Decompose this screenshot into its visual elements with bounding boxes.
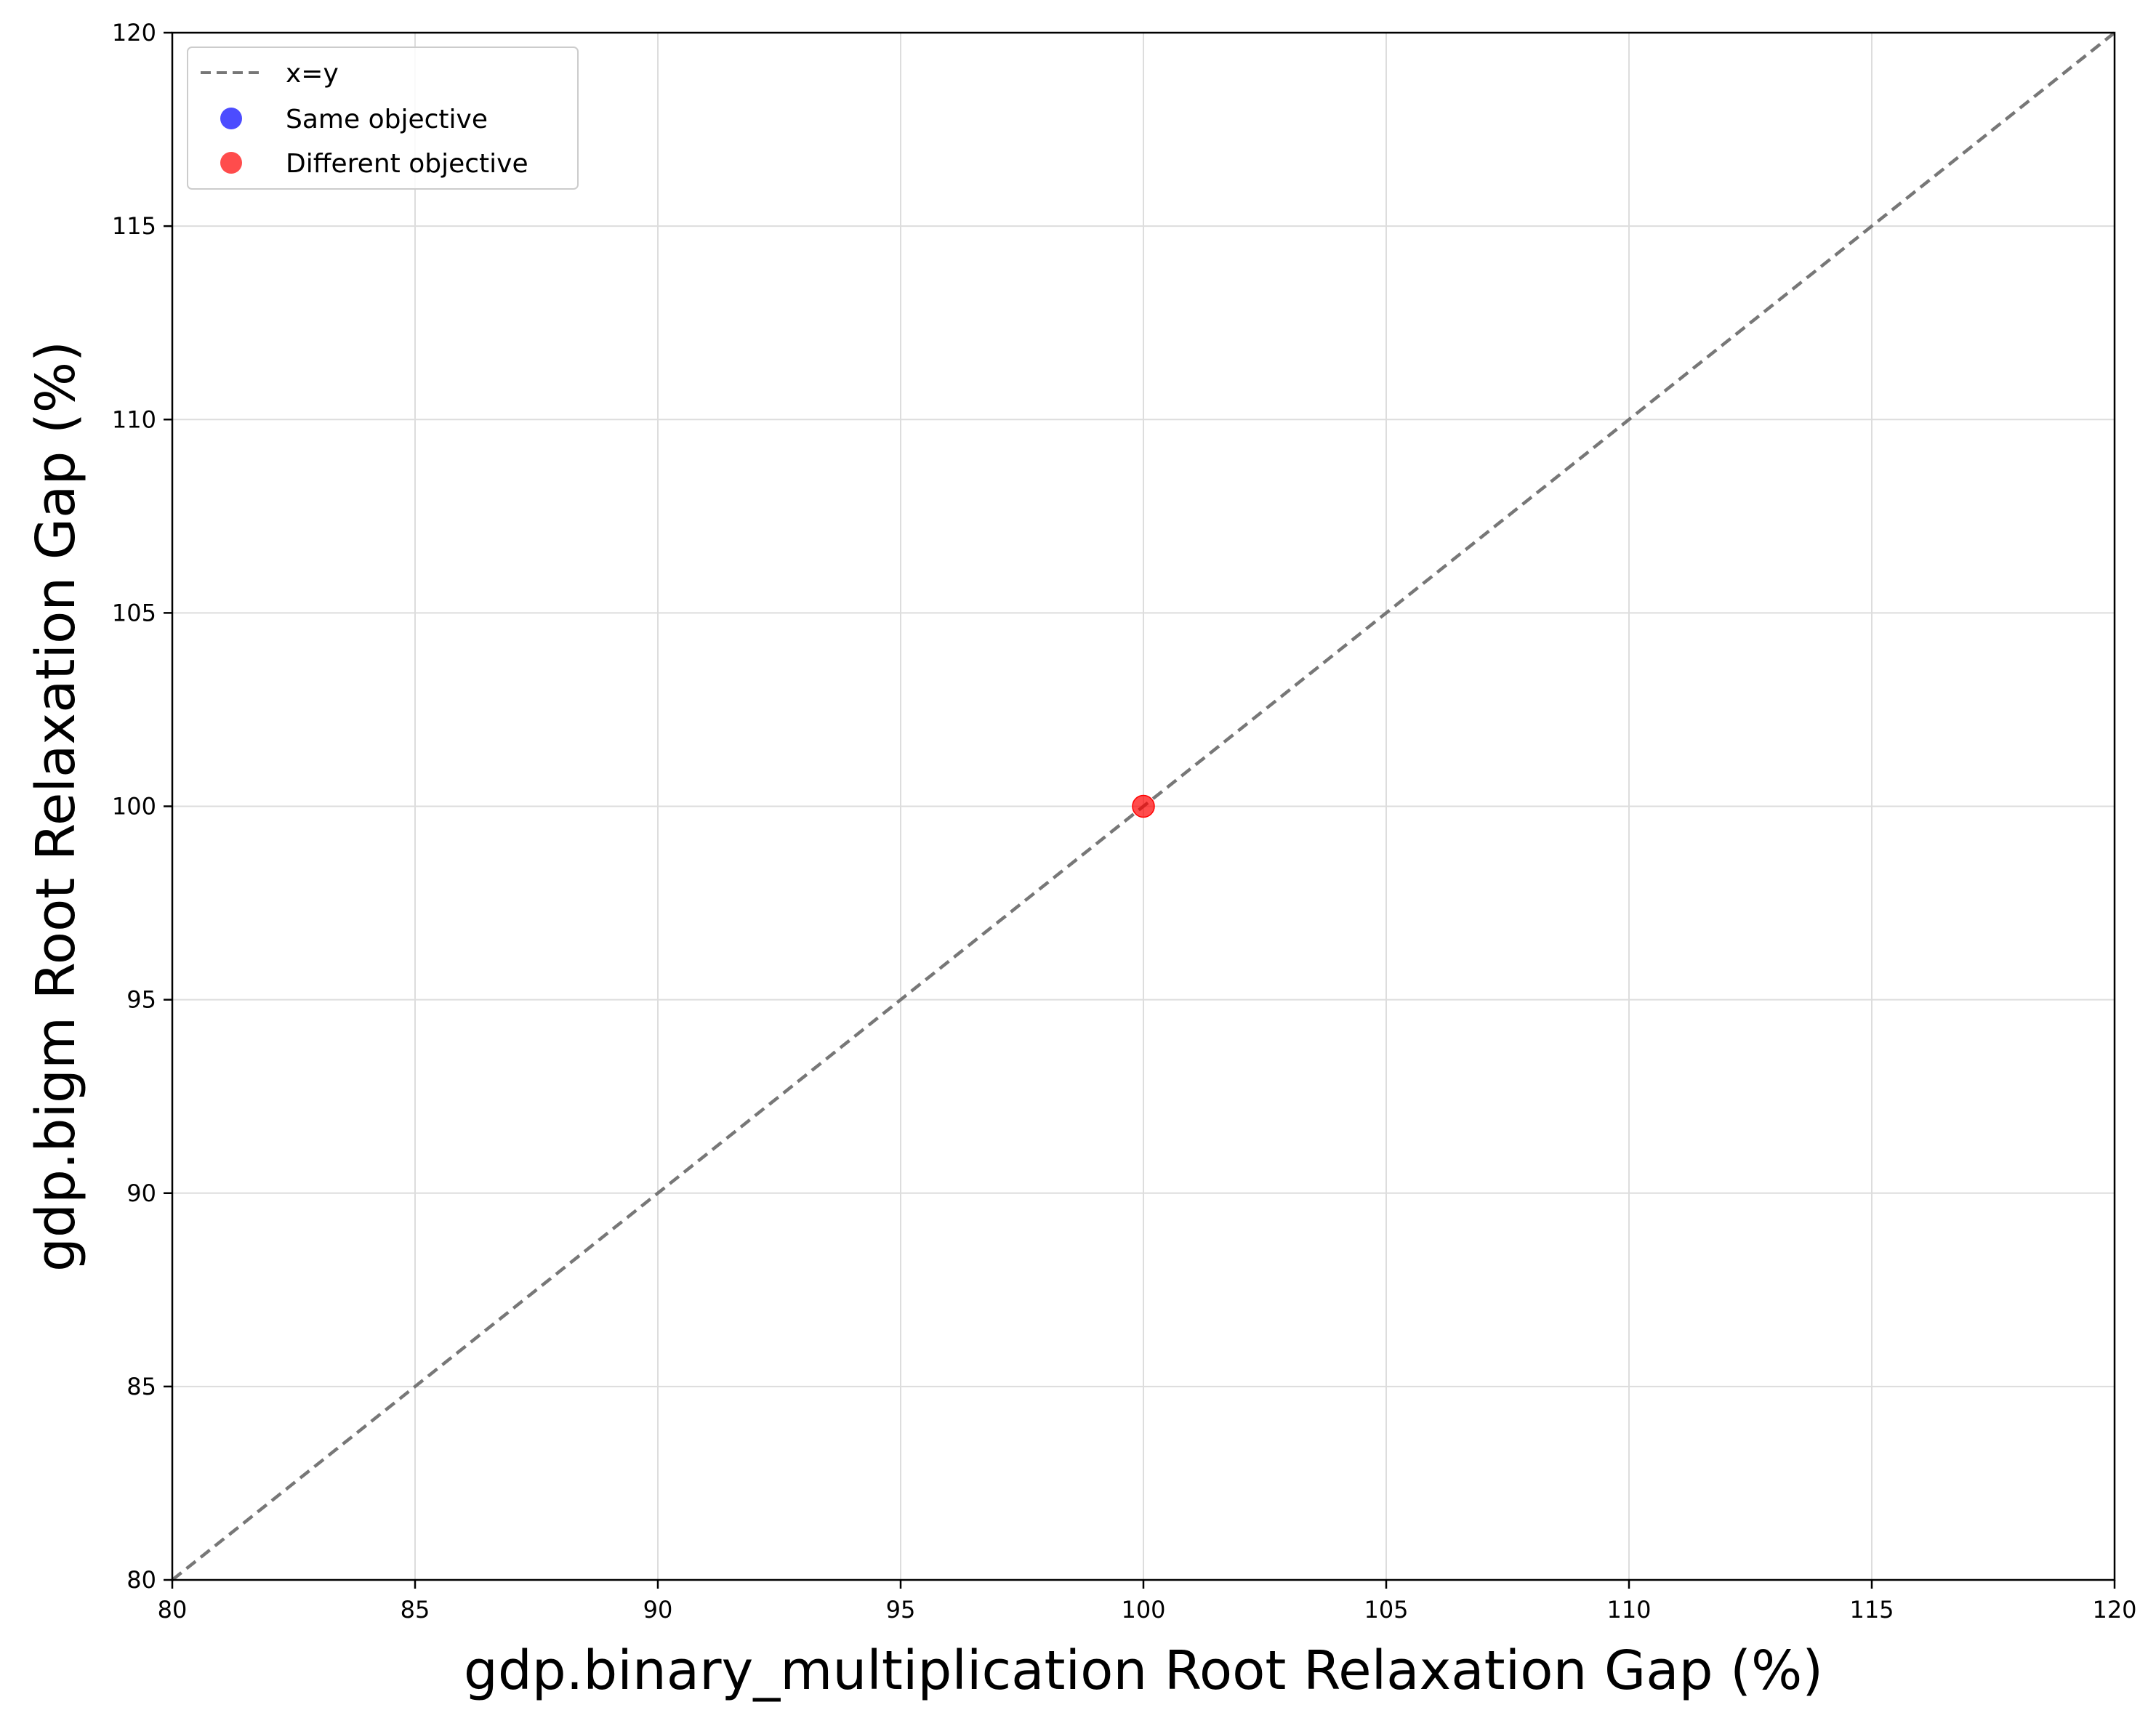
y-tick-label: 110 <box>112 406 156 433</box>
legend-label-reference-line: x=y <box>286 59 339 89</box>
legend-swatch-different-objective <box>220 152 242 174</box>
x-tick-label: 100 <box>1121 1596 1165 1624</box>
x-tick-label: 80 <box>158 1596 188 1624</box>
legend-swatch-same-objective <box>220 108 242 129</box>
x-tick-label: 110 <box>1606 1596 1651 1624</box>
data-point-different-objective <box>1132 794 1155 818</box>
y-tick-label: 120 <box>112 19 156 47</box>
legend-label-different-objective: Different objective <box>286 149 528 179</box>
legend-box <box>187 47 579 190</box>
x-tick-label: 95 <box>886 1596 916 1624</box>
data-points <box>1132 794 1155 818</box>
legend: x=y Same objective Different objective <box>187 47 579 190</box>
y-axis-label: gdp.bigm Root Relaxation Gap (%) <box>25 341 87 1272</box>
x-tick-label: 105 <box>1364 1596 1408 1624</box>
x-axis-label: gdp.binary_multiplication Root Relaxatio… <box>464 1640 1823 1702</box>
y-tick-label: 105 <box>112 599 156 626</box>
y-tick-label: 115 <box>112 212 156 240</box>
y-tick-label: 90 <box>126 1179 156 1207</box>
x-tick-label: 85 <box>401 1596 430 1624</box>
legend-label-same-objective: Same objective <box>286 105 488 134</box>
y-tick-label: 95 <box>126 986 156 1014</box>
x-tick-label: 115 <box>1849 1596 1894 1624</box>
y-tick-label: 85 <box>126 1373 156 1400</box>
x-tick-label: 120 <box>2092 1596 2136 1624</box>
axis-ticks: 80 85 90 95 100 105 110 115 120 80 85 90 95 100 105 110… <box>112 19 2137 1624</box>
x-tick-label: 90 <box>643 1596 673 1624</box>
y-tick-label: 80 <box>126 1566 156 1594</box>
y-tick-label: 100 <box>112 793 156 820</box>
